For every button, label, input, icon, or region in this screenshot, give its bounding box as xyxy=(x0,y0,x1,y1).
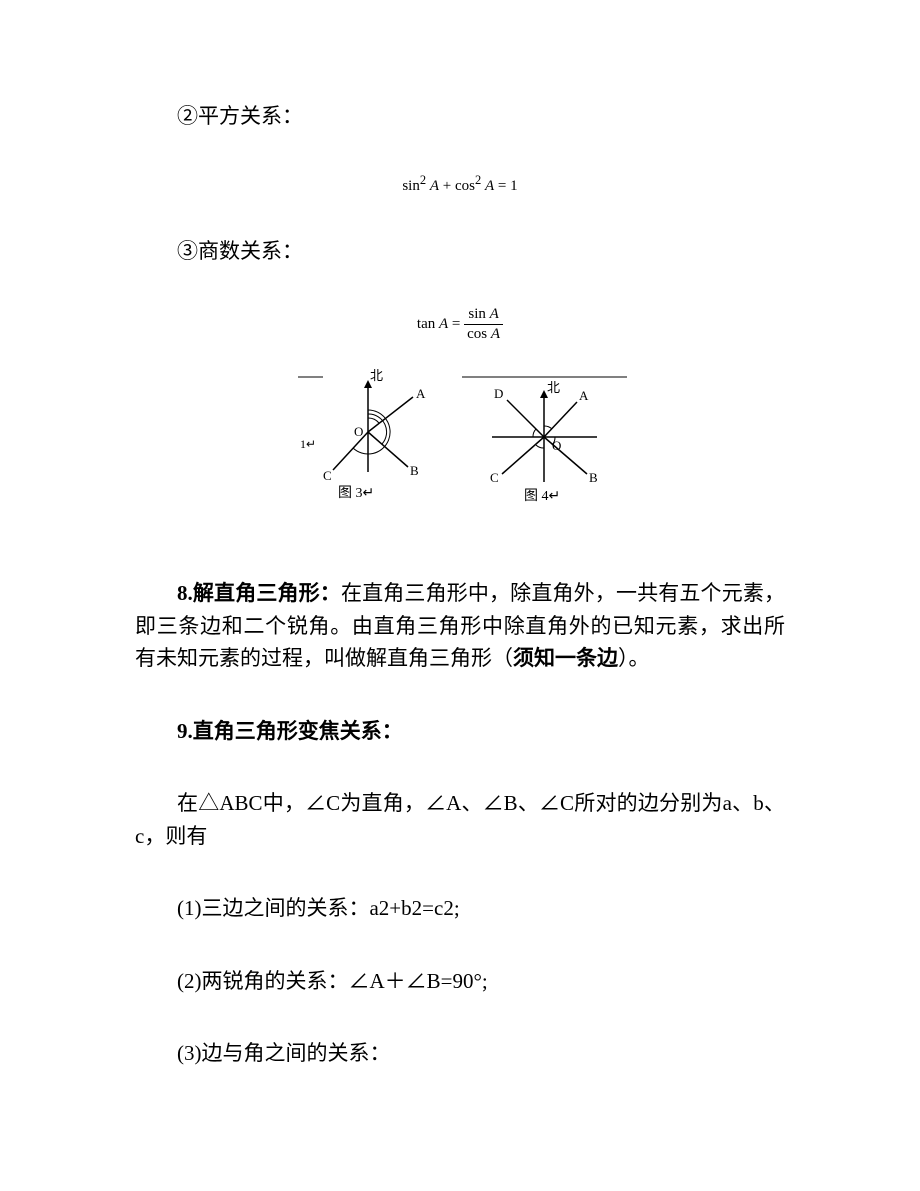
section-9-p1: 在△ABC中，∠C为直角，∠A、∠B、∠C所对的边分别为a、b、c，则有 xyxy=(135,787,785,852)
formula-fraction: sin A cos A xyxy=(464,307,503,342)
section-9-head-text: 9.直角三角形变焦关系： xyxy=(177,719,403,743)
section-8-bold: 须知一条边 xyxy=(513,646,618,670)
formula-numerator: sin A xyxy=(464,307,503,325)
formula-tan-left: tan A = xyxy=(417,316,464,332)
diagram-container: 北 O A B C 1↵ 图 3↵ xyxy=(135,362,785,517)
diagram4-caption: 图 4↵ xyxy=(524,489,560,504)
diagram3-A: A xyxy=(416,386,426,401)
formula-denominator: cos A xyxy=(464,325,503,342)
paragraph-squared-relation: ②平方关系： xyxy=(135,100,785,133)
diagram3-caption: 图 3↵ xyxy=(338,486,374,501)
diagram3-north-label: 北 xyxy=(370,368,383,383)
formula-pythagorean-identity: sin2 A + cos2 A = 1 xyxy=(135,173,785,195)
section-8: 8.解直角三角形：在直角三角形中，除直角外，一共有五个元素，即三条边和二个锐角。… xyxy=(135,577,785,675)
section-9-l3: (3)边与角之间的关系： xyxy=(135,1037,785,1070)
diagram3-O: O xyxy=(354,424,363,439)
diagram3-B: B xyxy=(410,463,419,478)
paragraph-quotient-relation: ③商数关系： xyxy=(135,235,785,268)
diagram4-C: C xyxy=(490,470,499,485)
section-9-head: 9.直角三角形变焦关系： xyxy=(135,715,785,748)
diagram4-A: A xyxy=(579,388,589,403)
section-9-l1: (1)三边之间的关系：a2+b2=c2; xyxy=(135,892,785,925)
formula-tan-quotient: tan A = sin A cos A xyxy=(135,307,785,342)
diagram3-mark: 1↵ xyxy=(300,437,316,451)
diagram3-C: C xyxy=(323,468,332,483)
diagram-4: 北 O A D B C 图 4↵ xyxy=(452,362,632,512)
diagram4-north-label: 北 xyxy=(547,380,560,395)
section-8-head: 8.解直角三角形： xyxy=(177,581,341,605)
section-8-body2: ）。 xyxy=(618,646,650,670)
section-9-l2: (2)两锐角的关系：∠A＋∠B=90°; xyxy=(135,965,785,998)
diagram4-D: D xyxy=(494,386,503,401)
document-page: ②平方关系： sin2 A + cos2 A = 1 ③商数关系： tan A … xyxy=(0,0,920,1170)
diagram4-B: B xyxy=(589,470,598,485)
diagram-3: 北 O A B C 1↵ 图 3↵ xyxy=(288,362,448,512)
